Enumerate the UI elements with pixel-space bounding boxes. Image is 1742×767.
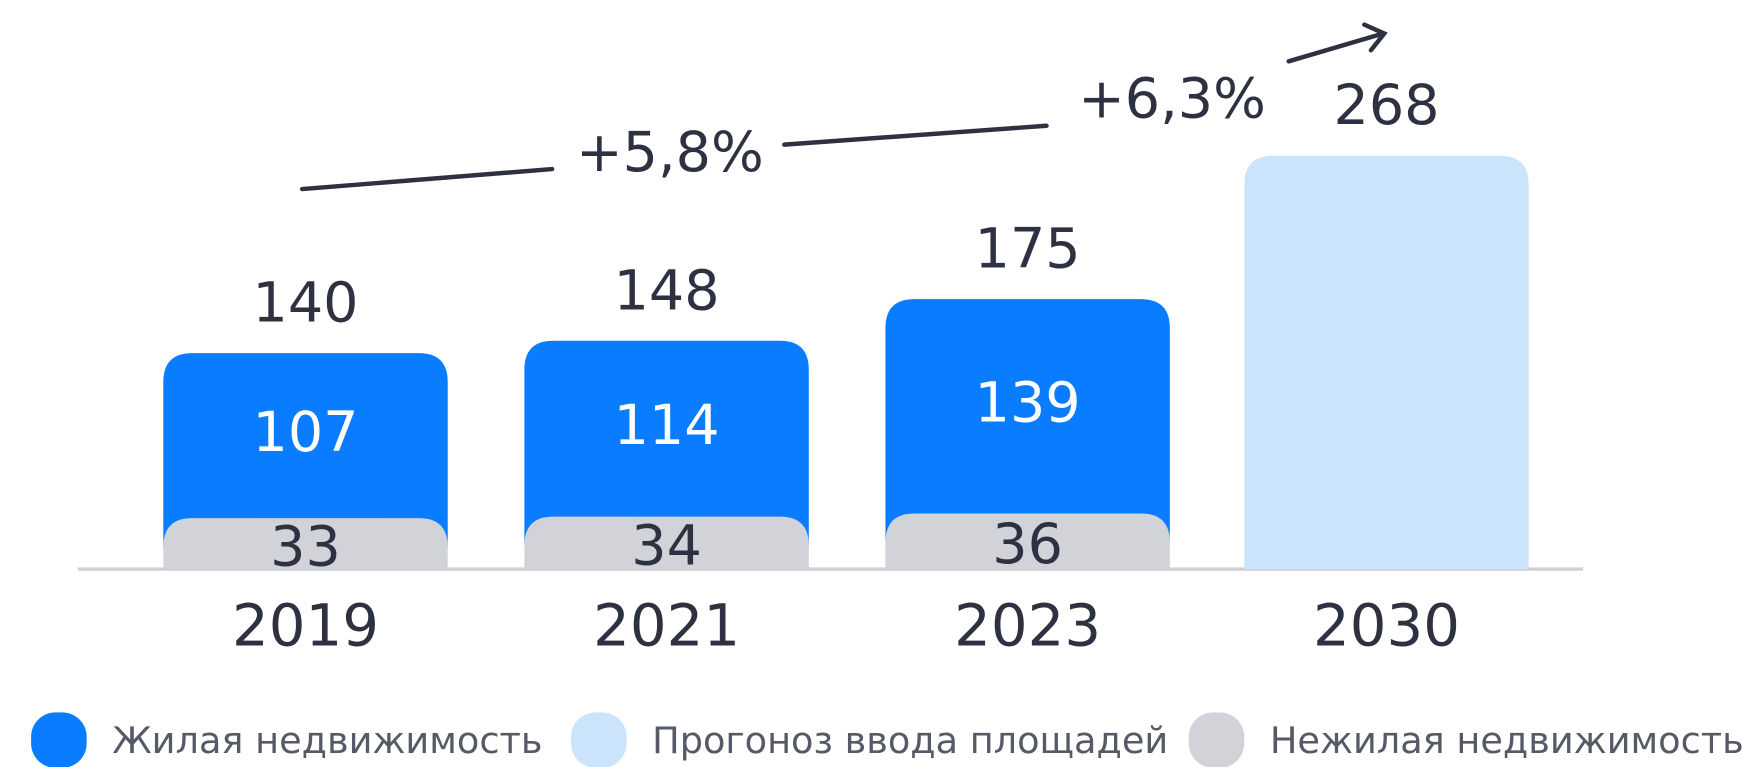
x-tick-label: 2019 xyxy=(232,592,379,660)
total-label: 148 xyxy=(614,258,720,323)
value-label: 139 xyxy=(975,370,1081,435)
bar-segment xyxy=(885,513,1170,570)
legend-swatch xyxy=(31,712,87,767)
x-tick-label: 2030 xyxy=(1313,592,1460,660)
total-label: 268 xyxy=(1333,73,1439,138)
value-label: 107 xyxy=(253,400,359,465)
annotation: +6,3% xyxy=(1078,67,1266,132)
value-label: 114 xyxy=(614,393,720,458)
bar-segment xyxy=(1244,155,1529,570)
legend-label: Прогоноз ввода площадей xyxy=(652,719,1168,762)
x-tick-label: 2023 xyxy=(954,592,1101,660)
annotation: +5,8% xyxy=(576,120,764,185)
value-label: 33 xyxy=(270,514,341,579)
bar-segment xyxy=(163,518,448,570)
bar-segment xyxy=(163,353,448,548)
trend-line xyxy=(299,22,1388,192)
x-tick-label: 2021 xyxy=(593,592,740,660)
legend-swatch xyxy=(571,712,627,767)
bar-segment xyxy=(524,340,809,546)
value-label: 36 xyxy=(992,512,1063,577)
legend-label: Нежилая недвижимость xyxy=(1270,719,1742,762)
legend-label: Жилая недвижимость xyxy=(112,719,542,762)
total-label: 175 xyxy=(975,217,1081,282)
legend-swatch xyxy=(1188,712,1245,767)
bar-segment xyxy=(885,299,1170,543)
total-label: 140 xyxy=(253,271,359,336)
bar-segment xyxy=(524,516,809,570)
value-label: 34 xyxy=(631,514,702,579)
